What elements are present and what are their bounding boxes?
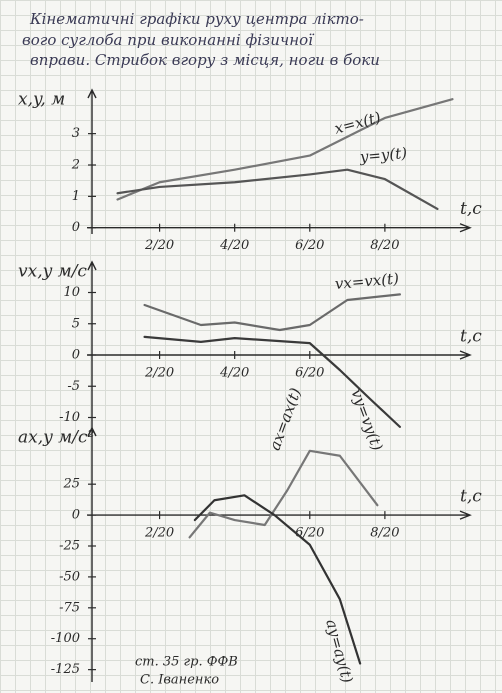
curve-label: vy=vy(t)	[347, 387, 386, 454]
curve	[188, 449, 379, 539]
curve-label: ax=ax(t)	[266, 385, 305, 452]
x-axis-label: t,c	[460, 327, 482, 347]
y-tick-label: -25	[59, 539, 80, 554]
x-tick-label: 2/20	[144, 238, 174, 253]
y-axis-label: ax,y м/с²	[18, 428, 94, 448]
curve-label: y=y(t)	[358, 144, 408, 166]
x-tick-label: 6/20	[295, 526, 324, 541]
x-axis	[87, 510, 472, 520]
y-axis	[87, 426, 97, 682]
y-tick-label: 0	[72, 220, 80, 235]
curve-label: vx=vx(t)	[334, 269, 400, 293]
y-tick-label: 1	[72, 189, 80, 204]
y-axis-label: x,y, м	[18, 90, 65, 110]
curve	[116, 168, 439, 211]
y-tick-label: 0	[72, 348, 80, 363]
y-axis	[87, 88, 97, 234]
y-tick-label: 2	[71, 158, 80, 173]
signature: ст. 35 гр. ФФВ	[135, 655, 238, 670]
curve	[116, 98, 454, 201]
x-tick-label: 8/20	[370, 238, 399, 253]
y-tick-label: -100	[51, 631, 80, 646]
y-tick-label: -10	[59, 410, 80, 425]
curve-label: x=x(t)	[332, 108, 382, 138]
x-tick-label: 6/20	[295, 366, 324, 381]
y-tick-label: -75	[59, 600, 80, 615]
signature: С. Іваненко	[140, 673, 219, 688]
title-line: Кінематичні графіки руху центра лікто-	[29, 10, 364, 28]
x-tick-label: 4/20	[219, 366, 249, 381]
x-tick-label: 4/20	[219, 238, 249, 253]
curve	[143, 293, 402, 332]
y-tick-label: 5	[72, 316, 80, 331]
x-axis	[87, 350, 472, 360]
y-axis	[87, 260, 97, 430]
title-line: вого суглоба при виконанні фізичної	[22, 31, 315, 49]
y-tick-label: -5	[67, 379, 80, 394]
x-tick-label: 2/20	[144, 526, 174, 541]
x-tick-label: 8/20	[370, 526, 399, 541]
y-tick-label: 3	[72, 126, 80, 141]
y-axis-label: vx,y м/с	[18, 262, 87, 282]
x-axis-label: t,c	[460, 199, 482, 219]
y-tick-label: 10	[63, 285, 80, 300]
x-axis	[87, 223, 472, 233]
y-tick-label: -125	[51, 662, 80, 677]
curve-label: ay=ay(t)	[322, 617, 356, 685]
title-line: вправи. Стрибок вгору з місця, ноги в бо…	[30, 51, 380, 69]
y-tick-label: 0	[72, 508, 80, 523]
y-tick-label: 25	[62, 477, 80, 492]
x-tick-label: 6/20	[295, 238, 324, 253]
x-axis-label: t,c	[460, 487, 482, 507]
x-tick-label: 2/20	[144, 366, 174, 381]
curve	[143, 335, 402, 428]
y-tick-label: -50	[59, 569, 80, 584]
curve	[193, 494, 362, 665]
